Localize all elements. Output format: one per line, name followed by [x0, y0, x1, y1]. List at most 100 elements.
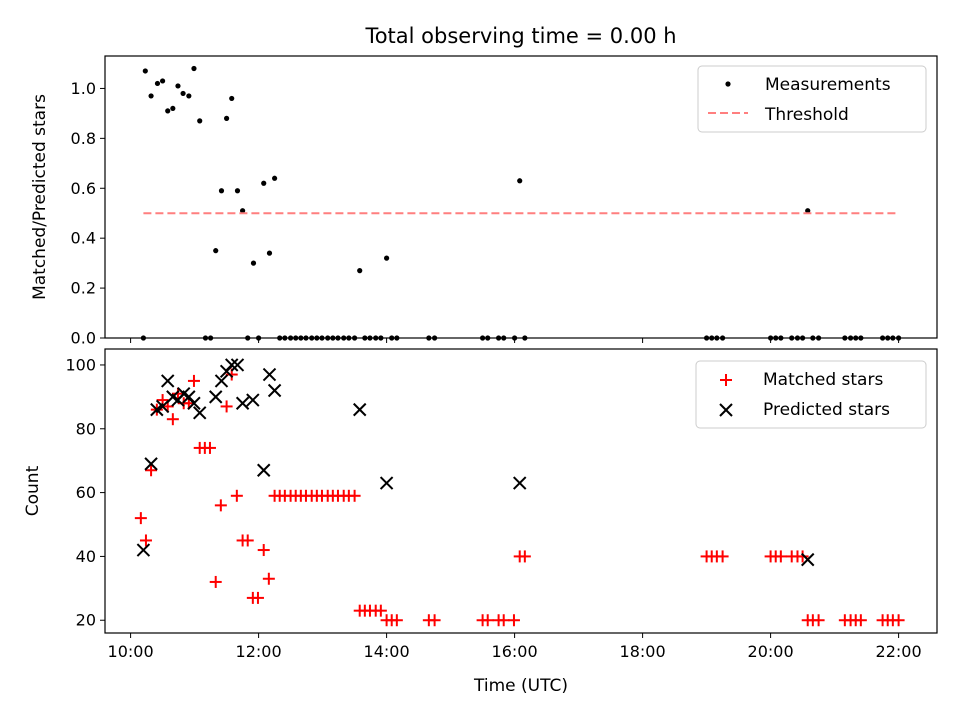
data-point	[218, 188, 225, 194]
data-point	[812, 614, 825, 627]
data-point	[357, 268, 363, 274]
data-point	[796, 550, 809, 563]
data-point	[262, 572, 275, 585]
y-tick-label: 0.2	[71, 279, 96, 298]
legend-threshold-label: Threshold	[764, 105, 849, 125]
data-point	[854, 614, 867, 627]
data-point	[240, 208, 246, 214]
bottom-legend: Matched stars Predicted stars	[695, 360, 927, 429]
top-panel: 0.0 0.2 0.4 0.6 0.8 1.0 Matched/Predicted sta…	[30, 55, 938, 348]
data-point	[513, 476, 527, 490]
x-tick-label: 16:00	[492, 642, 538, 661]
data-point	[214, 499, 227, 512]
data-point	[171, 387, 184, 400]
bottom-panel: 20 40 60 80 100 10:00 12:00 14:00 16:00 18:00 20:…	[23, 348, 938, 696]
y-tick-label: 60	[76, 483, 96, 502]
data-point	[384, 255, 390, 261]
data-point	[161, 374, 175, 388]
data-point	[224, 115, 230, 121]
x-tick-label: 12:00	[236, 642, 282, 661]
data-point	[428, 614, 441, 627]
bottom-axes-frame	[104, 348, 938, 634]
data-point	[134, 512, 147, 525]
data-point	[801, 552, 815, 567]
data-point	[481, 614, 494, 627]
data-point	[186, 93, 192, 99]
data-point	[213, 248, 219, 254]
data-point	[716, 550, 729, 563]
data-point	[257, 463, 271, 477]
legend-matched-marker	[720, 374, 732, 386]
data-point	[257, 544, 270, 557]
legend-predicted-label: Predicted stars	[763, 400, 890, 420]
data-point	[379, 476, 394, 490]
legend-measurements-marker	[725, 81, 731, 87]
data-point	[390, 614, 403, 627]
data-point	[507, 614, 520, 627]
data-point	[136, 543, 151, 557]
data-point	[209, 575, 222, 588]
y-tick-label: 0.6	[71, 179, 96, 198]
data-point	[272, 175, 278, 181]
data-point	[235, 396, 250, 410]
data-point	[497, 614, 510, 627]
data-point	[154, 80, 161, 87]
y-tick-label: 100	[65, 355, 96, 374]
data-point	[180, 90, 186, 97]
data-point	[230, 358, 245, 372]
data-point	[187, 396, 201, 410]
y-tick-label: 0.8	[71, 129, 96, 148]
bottom-x-axis: 10:00 12:00 14:00 16:00 18:00 20:00 22:00	[108, 633, 922, 661]
data-point	[234, 188, 241, 194]
data-point	[191, 65, 197, 72]
x-tick-label: 10:00	[108, 642, 154, 661]
data-point	[774, 550, 787, 563]
data-point	[203, 441, 216, 454]
legend-measurements-label: Measurements	[765, 75, 891, 95]
x-tick-label: 18:00	[620, 642, 666, 661]
top-y-axis-label: Matched/Predicted stars	[30, 94, 50, 300]
data-point	[518, 550, 531, 563]
data-point	[241, 534, 254, 547]
data-point	[165, 108, 171, 114]
data-point	[160, 78, 166, 84]
data-point	[230, 489, 243, 502]
y-tick-label: 0.0	[71, 329, 96, 348]
data-point	[267, 383, 282, 398]
data-point	[517, 178, 523, 184]
legend-predicted-marker	[719, 403, 733, 417]
data-point	[805, 208, 811, 214]
data-point	[246, 393, 260, 407]
data-point	[266, 250, 273, 256]
data-point	[145, 464, 158, 477]
y-tick-label: 0.4	[71, 229, 96, 248]
bottom-plot-area	[134, 358, 905, 627]
data-point	[175, 83, 181, 89]
data-point	[193, 406, 207, 420]
data-point	[374, 604, 387, 617]
top-legend-box	[697, 65, 927, 133]
data-point	[197, 118, 203, 124]
x-tick-label: 20:00	[748, 642, 794, 661]
data-point	[209, 390, 223, 404]
data-point	[250, 260, 257, 266]
bottom-y-axis-label: Count	[23, 465, 43, 516]
y-tick-label: 1.0	[71, 79, 96, 98]
data-point	[166, 413, 179, 426]
data-point	[170, 105, 176, 112]
top-legend: Measurements Threshold	[697, 65, 927, 133]
data-point	[892, 614, 905, 627]
y-tick-label: 20	[76, 611, 96, 630]
data-point	[251, 591, 264, 604]
bottom-y-axis: 20 40 60 80 100	[65, 355, 105, 630]
x-tick-label: 22:00	[876, 642, 922, 661]
data-point	[262, 367, 277, 382]
data-point	[229, 95, 235, 102]
data-point	[214, 374, 229, 388]
data-point	[187, 374, 200, 387]
data-point	[348, 489, 361, 502]
data-point	[353, 402, 367, 417]
x-tick-label: 14:00	[364, 642, 410, 661]
top-y-axis: 0.0 0.2 0.4 0.6 0.8 1.0	[71, 79, 105, 348]
